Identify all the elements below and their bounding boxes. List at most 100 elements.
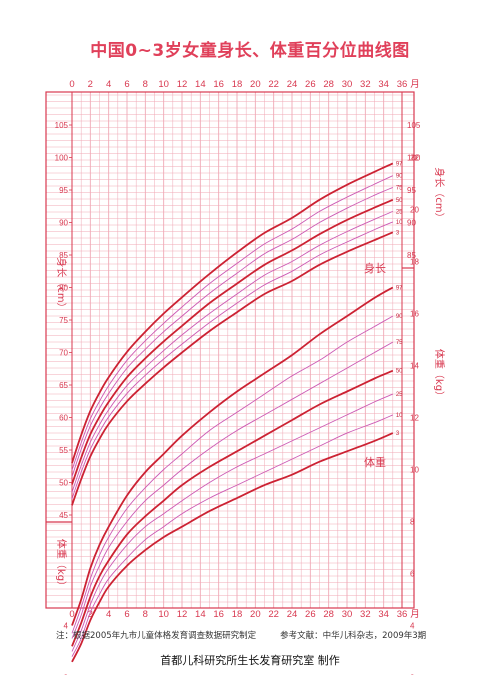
x-tick-label-bottom: 28 [323,609,334,620]
data-source-note: 注：根据2005年九市儿童体格发育调查数据研究制定 [56,631,257,641]
height-tick-right: 95 [407,186,416,195]
x-tick-label-top: 22 [268,79,279,90]
height-tick-right: 90 [407,219,416,228]
x-tick-label-bottom: 2 [88,609,93,620]
height-curve-p10 [71,221,393,499]
x-tick-label-bottom: 4 [106,609,111,620]
x-tick-label-bottom: 32 [360,609,371,620]
weight-tick-right: 20 [410,206,419,215]
x-tick-label-top: 36 [397,79,408,90]
weight-curve-p3 [71,432,394,663]
weight-curve-p90 [71,315,394,634]
height-axis-label-right: 身长（cm） [433,167,446,222]
weight-tick-right: 10 [410,466,419,475]
height-tick-left: 75 [59,316,68,325]
weight-tick-right: 6 [410,570,415,579]
plot-frame [45,91,415,609]
weight-percentile-label: 25 [396,392,403,398]
weight-percentile-label: 10 [396,413,403,419]
weight-tick-left: 2 [64,674,69,675]
x-tick-label-bottom: 6 [124,609,129,620]
x-tick-label-top: 30 [342,79,353,90]
x-tick-label-top: 20 [250,79,261,90]
x-tick-label-top: 24 [287,79,298,90]
weight-percentile-label: 90 [396,314,403,320]
height-tick-left: 80 [59,284,68,293]
height-tick-right: 85 [407,251,416,260]
x-tick-label-bottom: 18 [232,609,243,620]
height-percentile-label: 50 [396,198,403,204]
chart-title: 中国0~3岁女童身长、体重百分位曲线图 [90,41,410,61]
x-tick-label-top: 12 [177,79,188,90]
height-percentile-label: 90 [396,174,403,180]
source-note: 注：根据2005年九市儿童体格发育调查数据研究制定 参考文献：中华儿科杂志，200… [56,629,426,641]
height-percentile-label: 75 [396,185,403,191]
weight-axis-label-right: 体重（kg） [433,349,446,401]
height-tick-left: 65 [59,381,68,390]
weight-tick-right: 18 [410,258,419,267]
x-tick-label-top: 28 [323,79,334,90]
x-tick-label-bottom: 26 [305,609,316,620]
height-percentile-label: 97 [396,161,403,167]
x-tick-label-bottom: 8 [143,609,148,620]
x-unit-top: 月 [410,79,420,90]
x-tick-label-top: 34 [378,79,389,90]
weight-curve-p10 [71,414,393,657]
weight-percentile-label: 97 [396,286,403,292]
x-tick-label-top: 18 [232,79,243,90]
x-tick-label-bottom: 16 [213,609,224,620]
height-percentile-label: 3 [396,230,400,236]
x-tick-label-top: 2 [88,79,93,90]
height-percentile-label: 10 [396,220,403,226]
x-tick-label-top: 4 [106,79,111,90]
x-tick-label-bottom: 34 [378,609,389,620]
height-tick-left: 45 [59,511,68,520]
height-tick-left: 90 [59,219,68,228]
weight-curve-p25 [71,393,393,652]
height-tick-left: 100 [55,154,69,163]
weight-tick-right: 4 [410,622,415,631]
credit-line: 首都儿科研究所生长发育研究室 制作 [160,654,340,667]
weight-tick-right: 12 [410,414,419,423]
weight-axis-label-left: 体重（kg） [55,539,68,591]
height-curve-p3 [71,231,394,506]
x-tick-label-top: 8 [143,79,148,90]
weight-tick-left: 4 [64,622,69,631]
height-axis-label-left: 身长（cm） [55,257,68,312]
height-tick-left: 50 [59,479,68,488]
weight-percentile-label: 75 [396,340,403,346]
x-tick-label-top: 0 [69,79,74,90]
x-tick-label-top: 6 [124,79,129,90]
weight-curve-p97 [71,286,394,626]
x-tick-label-top: 32 [360,79,371,90]
weight-curve-p50 [71,369,394,647]
height-curve-p50 [71,198,394,485]
height-series-label: 身长 [364,261,386,275]
weight-tick-right: 2 [410,674,415,675]
height-curve-p90 [71,175,393,471]
height-tick-left: 85 [59,251,68,260]
height-percentile-label: 25 [396,209,403,215]
x-tick-label-bottom: 22 [268,609,279,620]
weight-curve-p75 [71,341,394,639]
weight-series-label: 体重 [364,455,386,469]
height-tick-left: 60 [59,414,68,423]
x-tick-label-top: 10 [158,79,169,90]
x-tick-label-bottom: 0 [69,609,74,620]
height-tick-right: 100 [407,154,421,163]
height-curve-p97 [71,162,394,464]
x-tick-label-top: 16 [213,79,224,90]
weight-tick-right: 14 [410,362,419,371]
x-tick-label-bottom: 10 [158,609,169,620]
x-tick-label-bottom: 24 [287,609,298,620]
x-tick-label-bottom: 14 [195,609,206,620]
height-tick-left: 105 [55,121,69,130]
weight-tick-right: 8 [410,518,415,527]
reference-note: 参考文献：中华儿科杂志，2009年3期 [280,631,427,641]
x-tick-label-bottom: 30 [342,609,353,620]
x-tick-label-top: 26 [305,79,316,90]
height-tick-left: 95 [59,186,68,195]
weight-percentile-label: 3 [396,431,400,437]
height-tick-left: 55 [59,446,68,455]
